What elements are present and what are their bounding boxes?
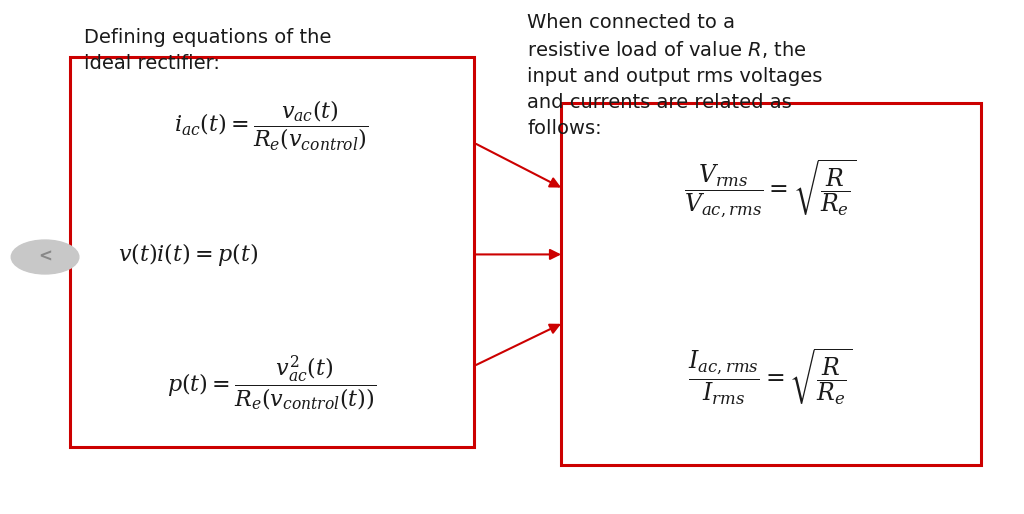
Text: <: < — [38, 248, 52, 266]
Text: $p(t) = \dfrac{v^{2}_{ac}(t)}{R_e(v_{\mathit{control}}(t))}$: $p(t) = \dfrac{v^{2}_{ac}(t)}{R_e(v_{\ma… — [167, 353, 376, 413]
Text: Defining equations of the
ideal rectifier:: Defining equations of the ideal rectifie… — [84, 28, 332, 73]
Text: $v(t)i(t) = p(t)$: $v(t)i(t) = p(t)$ — [118, 241, 258, 268]
Text: $\dfrac{V_{rms}}{V_{ac,rms}} = \sqrt{\dfrac{R}{R_e}}$: $\dfrac{V_{rms}}{V_{ac,rms}} = \sqrt{\df… — [684, 157, 856, 218]
Text: When connected to a
resistive load of value $R$, the
input and output rms voltag: When connected to a resistive load of va… — [527, 13, 822, 138]
Bar — [561, 103, 981, 465]
Circle shape — [11, 240, 79, 274]
Bar — [70, 57, 474, 447]
Text: $\dfrac{I_{ac,rms}}{I_{rms}} = \sqrt{\dfrac{R}{R_e}}$: $\dfrac{I_{ac,rms}}{I_{rms}} = \sqrt{\df… — [687, 347, 853, 408]
Text: $i_{ac}(t) = \dfrac{v_{ac}(t)}{R_e(v_{\mathit{control}})}$: $i_{ac}(t) = \dfrac{v_{ac}(t)}{R_e(v_{\m… — [174, 99, 369, 153]
